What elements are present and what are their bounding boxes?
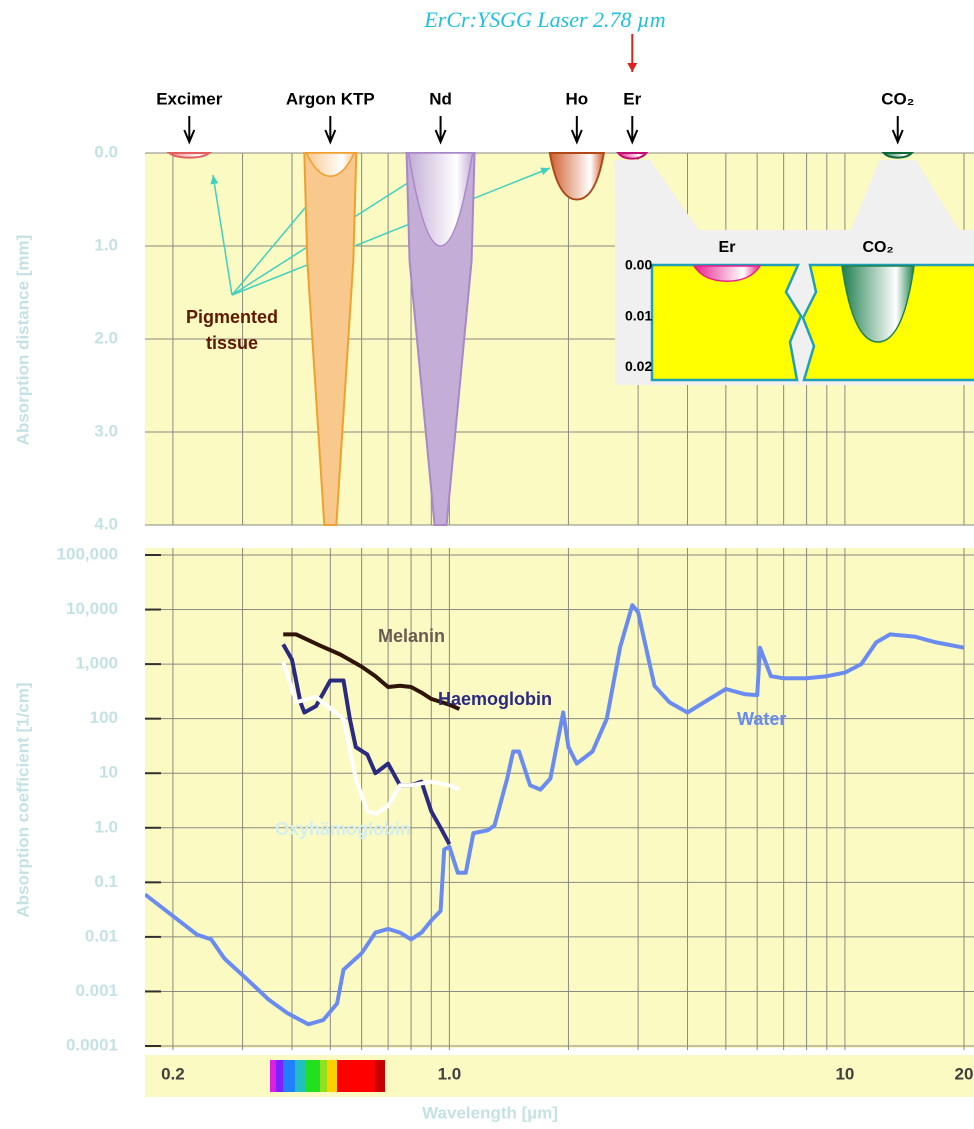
laser-label: Nd [429, 89, 452, 108]
laser-arrow [893, 116, 903, 142]
spectrum-strip [270, 1060, 385, 1092]
inset-laser-label: CO₂ [862, 239, 893, 256]
x-axis-label: Wavelength [µm] [422, 1103, 558, 1122]
annotation: Pigmented [186, 307, 278, 327]
inset-tissue [652, 265, 801, 380]
y-tick-label: 1,000 [75, 654, 118, 673]
absorption-depth [169, 153, 209, 158]
y-tick-label: 2.0 [94, 328, 118, 347]
y-tick-label: 1.0 [94, 235, 118, 254]
laser-arrow [184, 116, 194, 142]
laser-label: Excimer [156, 89, 223, 108]
bottom-plot-area [145, 548, 974, 1048]
laser-arrow [627, 116, 637, 142]
inset-tick-label: 0.00 [625, 257, 652, 273]
laser-arrow [572, 116, 582, 142]
laser-arrow [436, 116, 446, 142]
y-tick-label: 100 [90, 708, 118, 727]
y-tick-label: 100,000 [57, 544, 118, 563]
laser-label: Er [623, 89, 641, 108]
y-tick-label: 0.001 [75, 981, 118, 1000]
annotation: tissue [206, 333, 258, 353]
y-tick-label: 3.0 [94, 421, 118, 440]
absorption-depth [884, 153, 912, 158]
y-tick-label: 10 [99, 763, 118, 782]
inset-laser-label: Er [719, 239, 736, 256]
laser-label: Ho [565, 89, 588, 108]
inset-tick-label: 0.01 [625, 307, 652, 323]
y-axis-label: Absorption coefficient [1/cm] [13, 682, 32, 917]
x-tick-label: 0.2 [161, 1064, 185, 1083]
y-tick-label: 1.0 [94, 817, 118, 836]
x-tick-label: 1.0 [438, 1064, 462, 1083]
y-axis-label: Absorption distance [mm] [13, 235, 32, 446]
series-label: Melanin [378, 626, 445, 646]
series-label: Haemoglobin [438, 689, 552, 709]
y-tick-label: 4.0 [94, 514, 118, 533]
laser-label: Argon KTP [286, 89, 375, 108]
series-label: Water [737, 709, 786, 729]
inset-tick-label: 0.02 [625, 358, 652, 374]
y-tick-label: 0.1 [94, 872, 118, 891]
series-label: Oxyhämoglobin [275, 819, 411, 839]
x-tick-label: 10 [835, 1064, 854, 1083]
chart-title: ErCr:YSGG Laser 2.78 µm [423, 7, 665, 32]
laser-label: CO₂ [881, 89, 914, 108]
y-tick-label: 0.01 [85, 926, 118, 945]
chart: ErCr:YSGG Laser 2.78 µm Absorption dista… [0, 0, 974, 1129]
laser-arrow [325, 116, 335, 142]
y-tick-label: 10,000 [66, 599, 118, 618]
y-tick-label: 0.0001 [66, 1035, 118, 1054]
x-tick-label: 20 [955, 1064, 974, 1083]
y-tick-label: 0.0 [94, 142, 118, 161]
